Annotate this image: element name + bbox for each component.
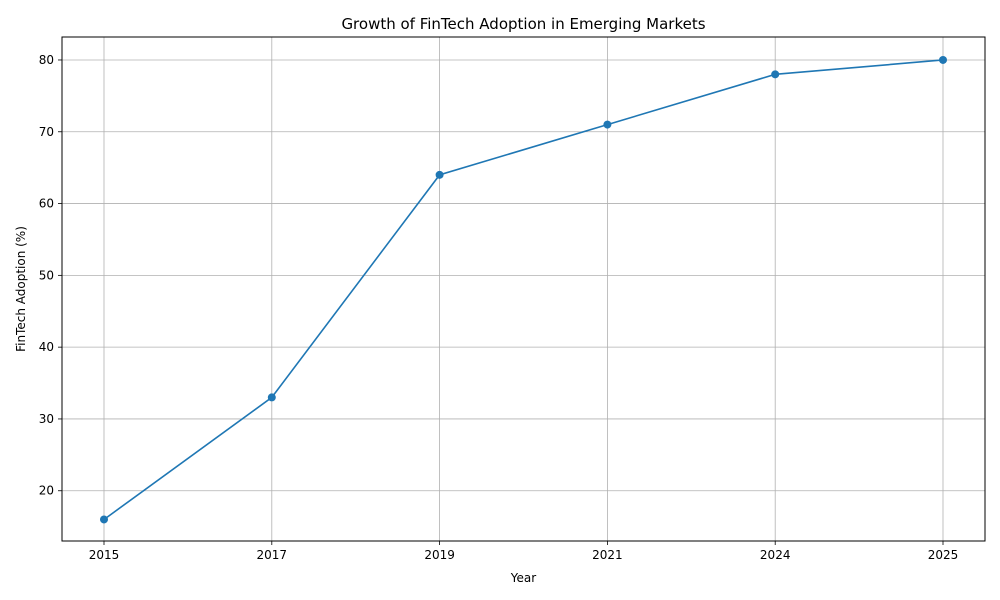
ticks: 2015 2017 2019 2021 2024 2025 20 30 40 50 60 70 80 xyxy=(39,53,959,562)
data-point xyxy=(939,55,947,64)
x-axis-label: Year xyxy=(510,571,536,585)
x-tick-label: 2025 xyxy=(928,548,959,562)
y-tick-label: 60 xyxy=(39,197,54,211)
chart-title: Growth of FinTech Adoption in Emerging M… xyxy=(341,15,705,33)
y-tick-label: 50 xyxy=(39,268,54,282)
y-tick-label: 20 xyxy=(39,484,54,498)
y-tick-label: 70 xyxy=(39,125,54,139)
x-tick-label: 2017 xyxy=(257,548,288,562)
y-tick-label: 40 xyxy=(39,340,54,354)
data-point xyxy=(435,170,444,179)
series-layer xyxy=(100,55,947,524)
x-tick-label: 2019 xyxy=(424,548,455,562)
data-point xyxy=(771,70,780,79)
y-tick-label: 30 xyxy=(39,412,54,426)
x-tick-label: 2021 xyxy=(592,548,623,562)
data-point xyxy=(100,515,108,524)
data-point xyxy=(267,393,276,402)
y-tick-label: 80 xyxy=(39,53,54,67)
data-point xyxy=(603,120,612,129)
x-tick-label: 2024 xyxy=(760,548,791,562)
y-axis-label: FinTech Adoption (%) xyxy=(14,226,28,352)
grid xyxy=(62,37,985,541)
series-line xyxy=(103,59,944,521)
x-tick-label: 2015 xyxy=(89,548,120,562)
plot-frame xyxy=(61,36,986,542)
